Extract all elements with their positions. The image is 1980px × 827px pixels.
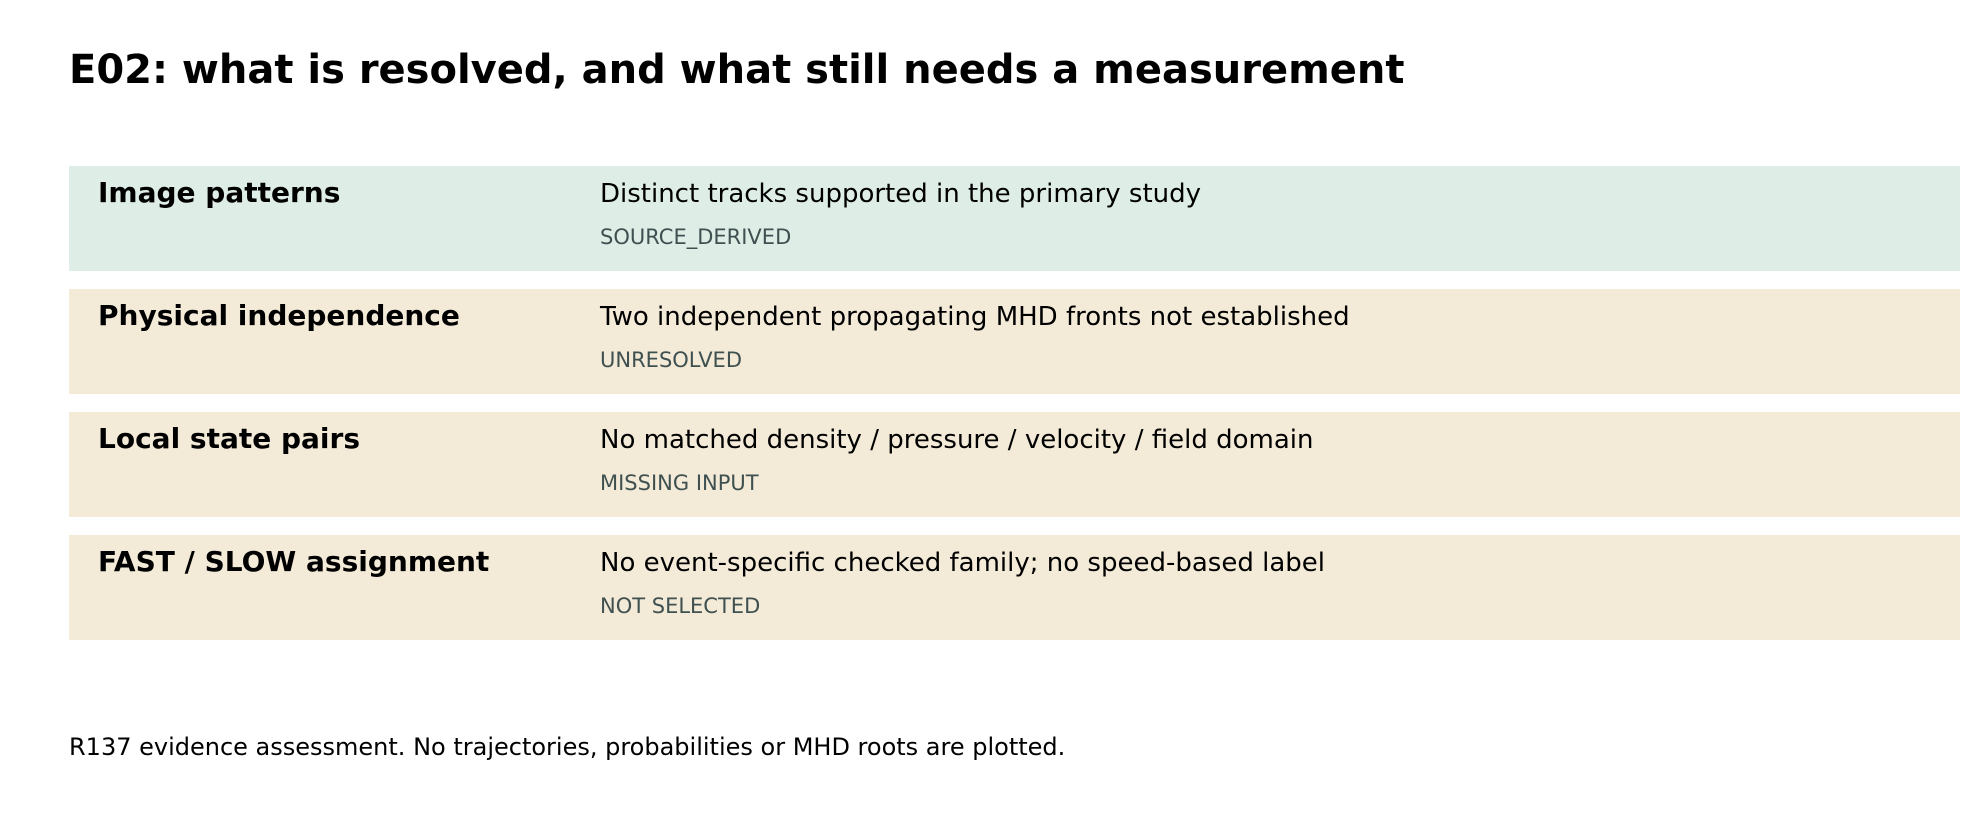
assessment-row-fast-slow-assignment: FAST / SLOW assignment No event-specific… (69, 535, 1960, 640)
row-label: Image patterns (98, 176, 341, 209)
row-label: Physical independence (98, 299, 460, 332)
assessment-row-physical-independence: Physical independence Two independent pr… (69, 289, 1960, 394)
row-status: UNRESOLVED (600, 348, 742, 372)
row-status: MISSING INPUT (600, 471, 759, 495)
footer-note: R137 evidence assessment. No trajectorie… (69, 733, 1066, 761)
assessment-row-image-patterns: Image patterns Distinct tracks supported… (69, 166, 1960, 271)
row-label: Local state pairs (98, 422, 360, 455)
page-title: E02: what is resolved, and what still ne… (69, 47, 1405, 93)
assessment-row-local-state-pairs: Local state pairs No matched density / p… (69, 412, 1960, 517)
row-description: Two independent propagating MHD fronts n… (600, 302, 1350, 332)
row-label: FAST / SLOW assignment (98, 545, 490, 578)
row-description: Distinct tracks supported in the primary… (600, 179, 1202, 209)
row-description: No matched density / pressure / velocity… (600, 425, 1314, 455)
row-status: SOURCE_DERIVED (600, 225, 792, 249)
row-description: No event-specific checked family; no spe… (600, 548, 1325, 578)
assessment-table: Image patterns Distinct tracks supported… (69, 166, 1960, 658)
row-status: NOT SELECTED (600, 594, 761, 618)
